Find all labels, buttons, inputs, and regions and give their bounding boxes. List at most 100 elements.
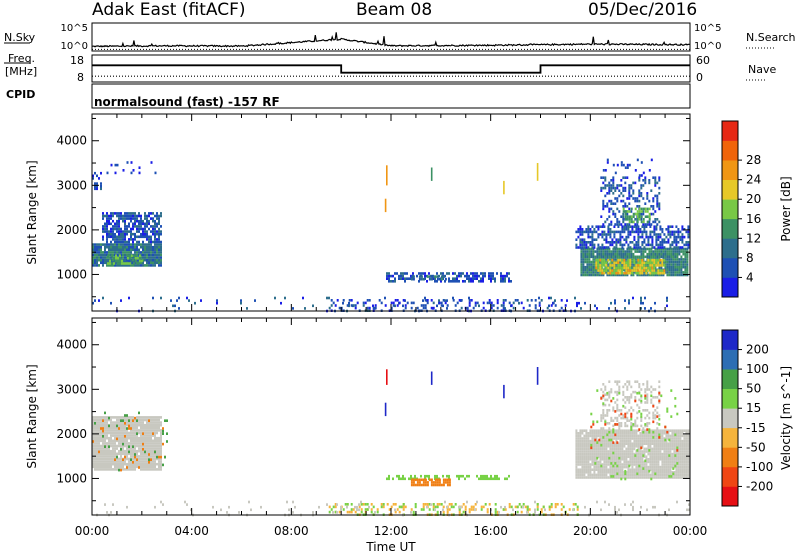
power-cell [138, 219, 140, 223]
velocity-cell [554, 505, 557, 509]
power-cell [144, 248, 146, 252]
power-cell [148, 251, 150, 254]
power-cell [593, 246, 596, 249]
power-cell [613, 266, 616, 270]
velocity-cell [681, 445, 684, 448]
power-cell [643, 238, 646, 241]
velocity-cell [124, 439, 126, 443]
power-cell [590, 273, 593, 277]
velocity-cell [652, 388, 655, 391]
velocity-cell [613, 432, 616, 435]
power-cell [628, 192, 631, 195]
power-cell [596, 255, 599, 259]
power-cell [490, 274, 492, 278]
velocity-cell [609, 432, 612, 435]
power-cell [651, 264, 654, 267]
power-cell [607, 230, 610, 234]
velocity-cell [92, 429, 94, 432]
velocity-cell [392, 477, 394, 481]
power-cell [669, 243, 672, 247]
velocity-cell [138, 447, 140, 450]
power-cell [170, 299, 172, 302]
velocity-cell [630, 385, 633, 389]
velocity-cell [106, 452, 108, 456]
velocity-cell [677, 450, 680, 453]
velocity-cell [112, 439, 114, 443]
velocity-cell [647, 445, 650, 448]
power-cell [649, 230, 652, 234]
velocity-cell [106, 416, 108, 419]
velocity-cell [124, 431, 126, 435]
velocity-cell [130, 455, 132, 458]
power-cell [442, 277, 444, 280]
velocity-cell [651, 442, 654, 445]
velocity-cell [649, 458, 652, 461]
power-cell [582, 258, 585, 261]
velocity-cell [146, 416, 148, 419]
velocity-cell [601, 452, 604, 456]
power-cell [106, 232, 108, 236]
velocity-cell [396, 474, 398, 478]
velocity-cell [486, 510, 489, 514]
velocity-cell [595, 439, 598, 443]
velocity-cell [681, 476, 684, 479]
freq-series-line [92, 64, 690, 74]
velocity-cell [98, 444, 100, 448]
velocity-cell [653, 463, 656, 466]
velocity-cell [144, 418, 146, 422]
velocity-cell [687, 442, 690, 445]
velocity-cell [160, 444, 162, 448]
velocity-cell [631, 452, 634, 456]
velocity-cell [620, 422, 623, 425]
velocity-cell [92, 431, 94, 435]
velocity-cell [639, 468, 642, 471]
power-cell [658, 252, 661, 256]
velocity-cell [679, 437, 682, 440]
velocity-cell [601, 450, 604, 453]
velocity-cell [154, 436, 156, 440]
velocity-cell [650, 385, 653, 389]
velocity-cell [398, 505, 401, 509]
velocity-cell [587, 471, 590, 474]
velocity-cell [442, 478, 445, 482]
velocity-cell [94, 423, 96, 427]
velocity-cell [140, 457, 142, 461]
power-cell [659, 228, 662, 231]
power-cell [366, 306, 369, 310]
velocity-cell [677, 437, 680, 440]
velocity-cell [126, 414, 128, 417]
power-cell [633, 261, 636, 265]
power-cell [502, 277, 504, 280]
velocity-cell [112, 455, 114, 458]
velocity-cell [112, 447, 114, 450]
power-cell [632, 271, 635, 274]
velocity-cell [587, 439, 590, 443]
power-cell [638, 179, 641, 182]
velocity-cell [604, 388, 607, 391]
velocity-cell [589, 432, 592, 435]
power-cell [604, 194, 607, 198]
velocity-cell [438, 481, 441, 484]
power-cell [140, 256, 142, 259]
velocity-cell [128, 462, 130, 466]
velocity-cell [604, 414, 607, 417]
velocity-cell [603, 445, 606, 448]
velocity-cell [653, 442, 656, 445]
power-cell [124, 258, 126, 262]
velocity-cell [124, 457, 126, 461]
velocity-cell [611, 471, 614, 474]
velocity-cell [655, 439, 658, 443]
power-cell [584, 252, 587, 256]
velocity-cell [669, 429, 672, 432]
power-cell [274, 296, 276, 300]
power-cell [146, 264, 148, 267]
power-cell [636, 218, 639, 221]
power-cell [612, 210, 615, 213]
velocity-cell [116, 452, 118, 456]
power-cell [424, 272, 426, 275]
velocity-cell [430, 483, 433, 487]
power-cell [605, 235, 608, 239]
velocity-cell [603, 437, 606, 440]
power-cell [660, 250, 663, 253]
velocity-cell [110, 511, 112, 514]
